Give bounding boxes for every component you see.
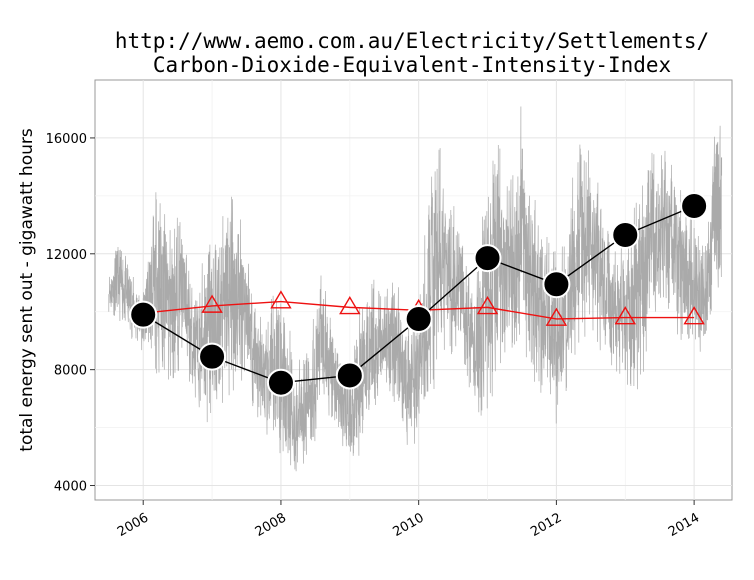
red-triangle-point [201,294,223,313]
y-tick-label: 8000 [54,364,87,379]
red-triangle-point [545,307,568,326]
black-circle-series [129,192,709,397]
y-tick-label: 16000 [46,132,87,147]
y-axis-label: total energy sent out - gigawatt hours [17,128,37,452]
black-circle-point [129,300,158,329]
chart-title: http://www.aemo.com.au/Electricity/Settl… [115,29,709,77]
x-tick-label: 2012 [528,510,564,540]
daily-energy-line [108,106,723,472]
black-circle-point [611,220,640,249]
black-circle-point [335,361,364,390]
x-tick-label: 2014 [666,510,702,540]
black-circle-point [542,270,571,299]
black-circle-point [266,368,295,397]
red-triangle-point [476,295,499,315]
x-tick-label: 2008 [253,510,289,540]
y-tick-label: 4000 [54,480,87,495]
chart-title-line-2: Carbon-Dioxide-Equivalent-Intensity-Inde… [153,53,671,77]
x-tick-label: 2006 [115,510,151,540]
red-triangle-point [270,290,292,309]
red-triangle-point [614,306,636,325]
black-circle-point [473,244,502,273]
black-circle-point [404,304,433,333]
y-tick-label: 12000 [46,248,87,263]
chart-title-line-1: http://www.aemo.com.au/Electricity/Settl… [115,29,709,53]
x-axis: 2006 2008 2010 2012 2014 [115,500,702,540]
plot-panel [94,79,733,501]
black-circle-point [680,192,709,220]
y-axis: 4000 8000 12000 16000 [46,132,95,495]
x-tick-label: 2010 [391,510,427,540]
daily-energy-series [108,106,723,472]
black-circle-point [198,342,227,371]
red-triangle-point [339,295,361,315]
red-triangle-point [683,306,705,325]
